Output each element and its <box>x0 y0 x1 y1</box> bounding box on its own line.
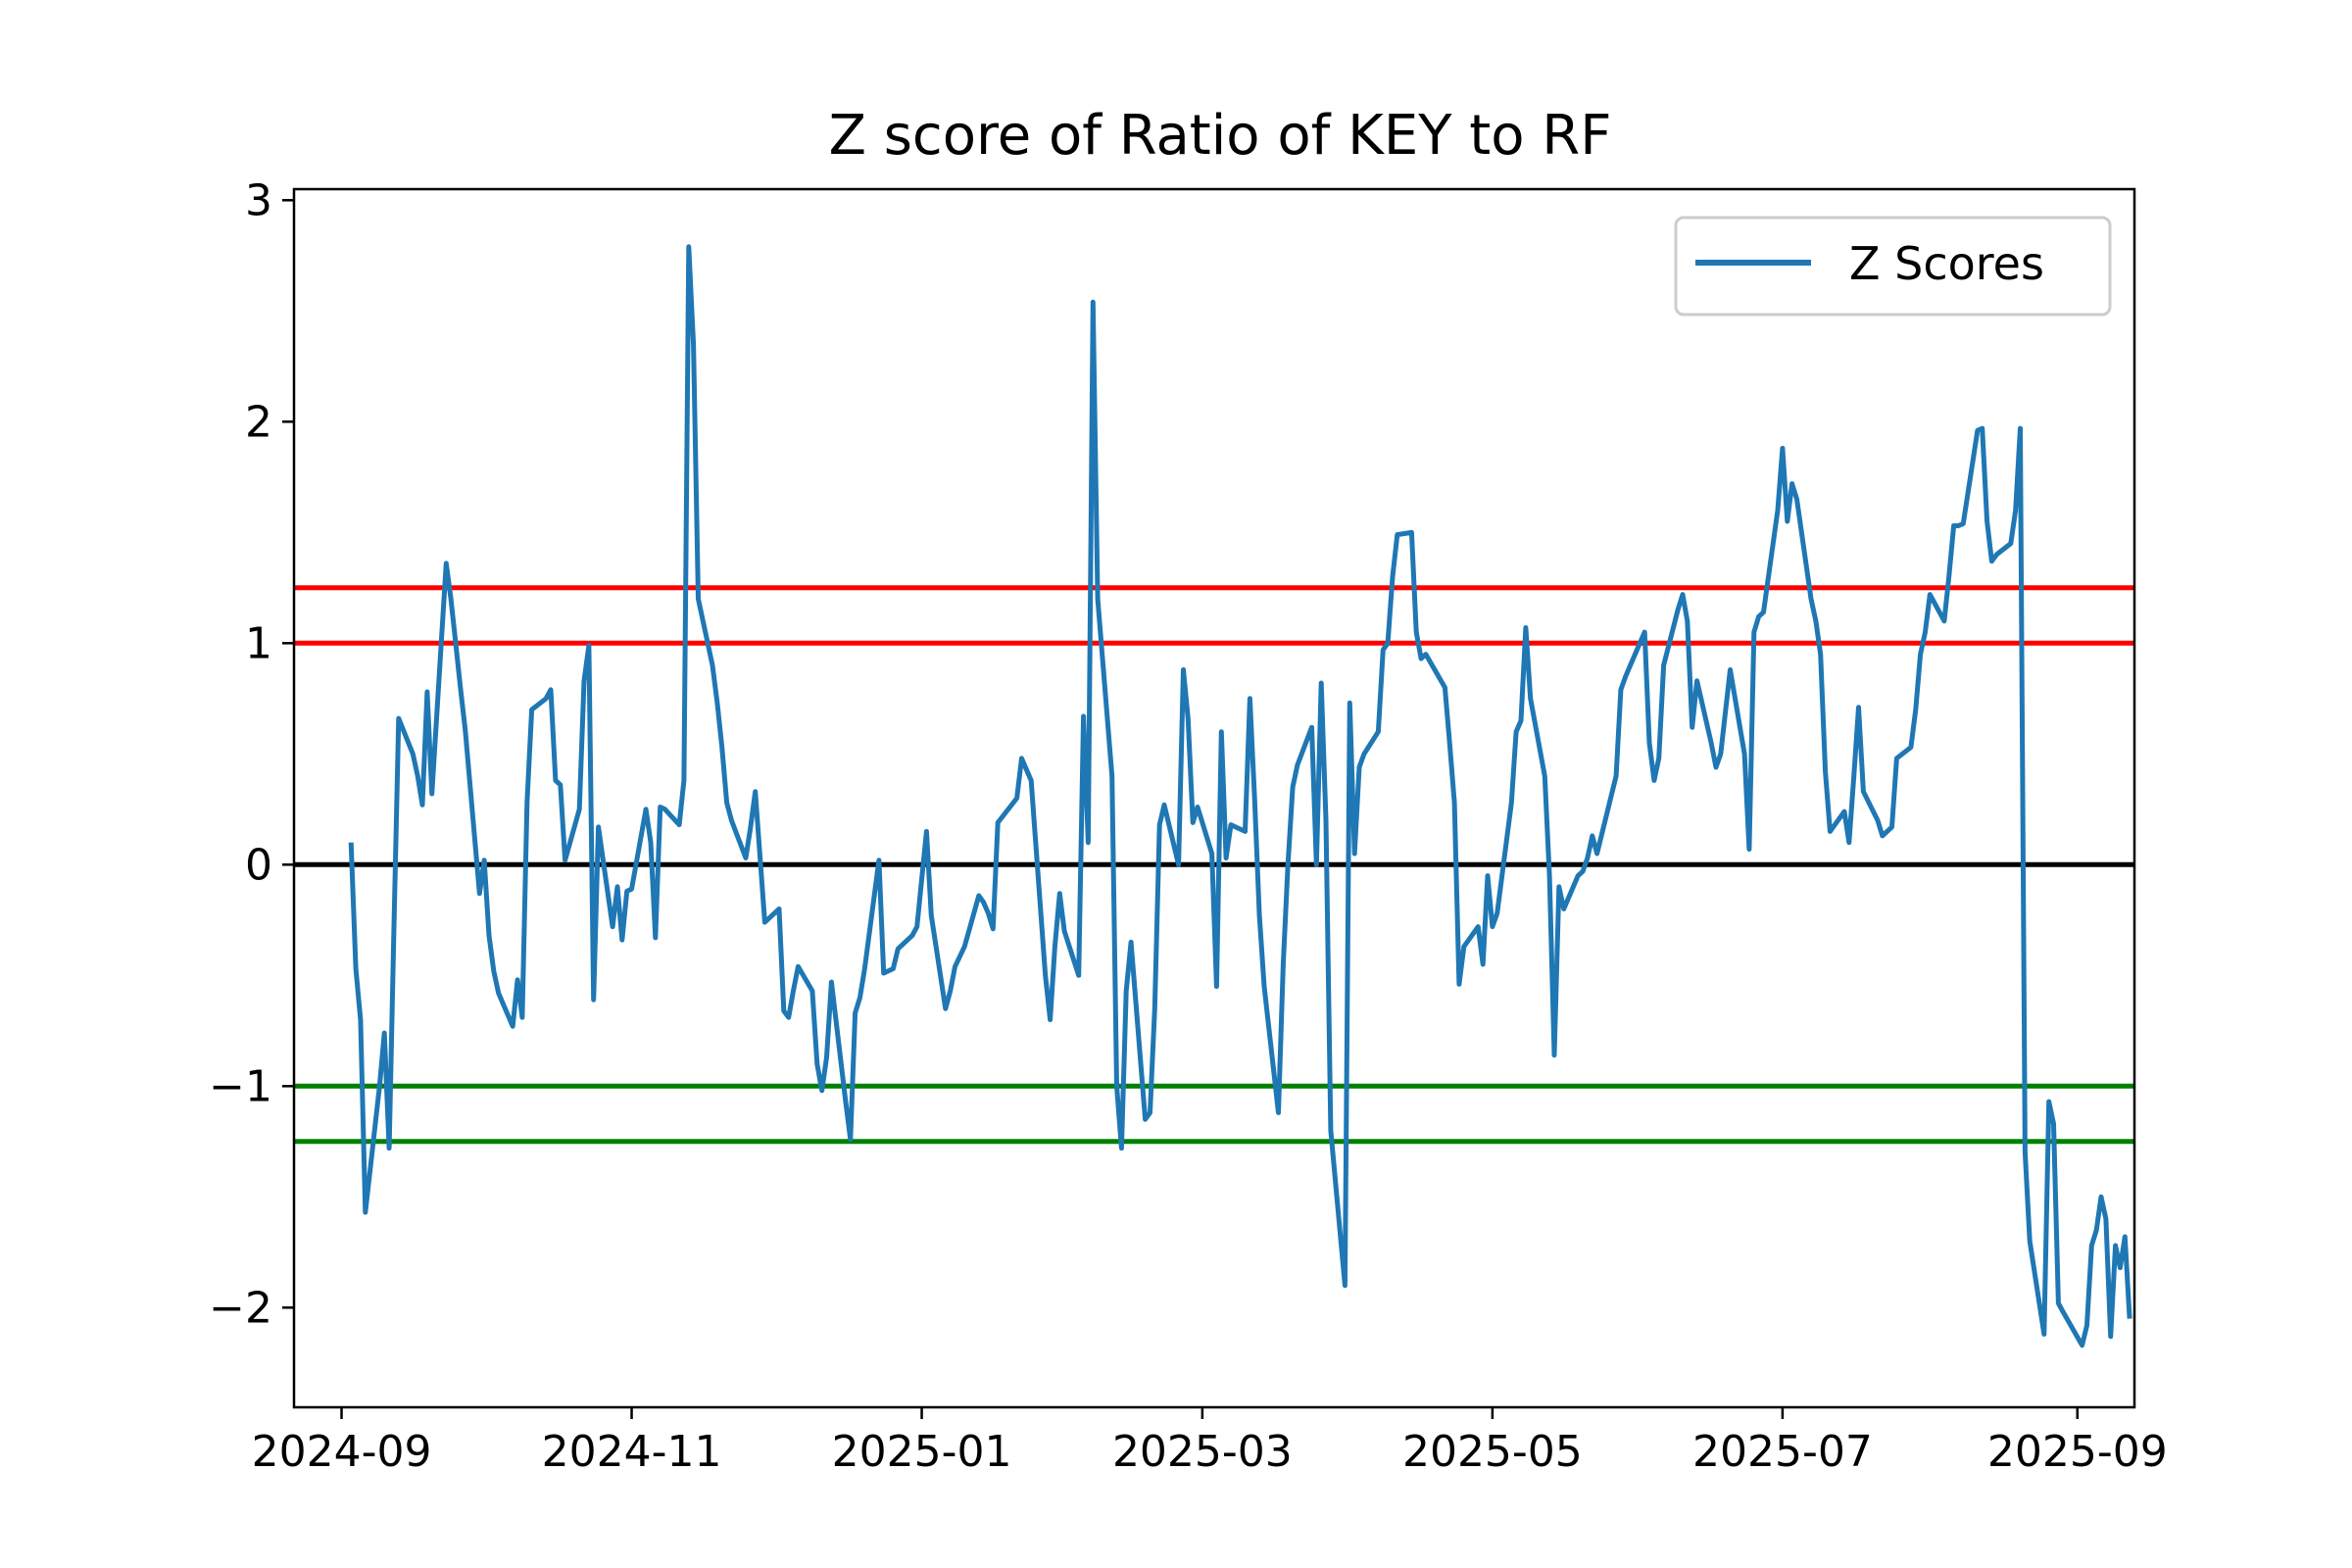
plot-background <box>294 189 2134 1407</box>
y-tick-label: 2 <box>245 397 272 447</box>
x-tick-label: 2024-11 <box>542 1427 722 1477</box>
x-tick-label: 2025-09 <box>1987 1427 2168 1477</box>
y-tick-label: 0 <box>245 840 272 890</box>
legend-box <box>1674 216 2112 317</box>
y-tick-label: 1 <box>245 618 272 668</box>
y-tick-label: −1 <box>209 1061 272 1111</box>
x-tick-label: 2024-09 <box>252 1427 432 1477</box>
x-tick-label: 2025-01 <box>832 1427 1012 1477</box>
legend: Z Scores <box>1674 216 2112 317</box>
plot-frame <box>292 187 2136 1409</box>
legend-label-z-scores: Z Scores <box>1849 237 2044 290</box>
y-tick-label: −2 <box>209 1283 272 1333</box>
z-scores-line <box>348 244 2132 1348</box>
x-tick-label: 2025-03 <box>1112 1427 1293 1477</box>
chart-title: Z score of Ratio of KEY to RF <box>829 104 1612 168</box>
y-tick-label: 3 <box>245 175 272 225</box>
x-tick-label: 2025-07 <box>1692 1427 1873 1477</box>
y-axis: −2 −1 0 1 2 3 <box>209 175 294 1333</box>
plot-area <box>292 187 2136 1409</box>
x-tick-label: 2025-05 <box>1402 1427 1583 1477</box>
x-axis: 2024-09 2024-11 2025-01 2025-03 2025-05 2025-… <box>252 1407 2168 1477</box>
